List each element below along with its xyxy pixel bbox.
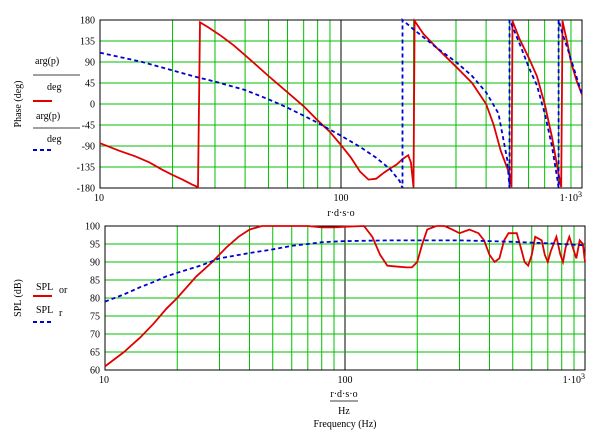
legend-expr: SPL — [36, 282, 53, 293]
y-tick-label: 100 — [85, 222, 100, 233]
series-line-measured — [104, 225, 586, 368]
y-tick-label: -135 — [77, 163, 95, 174]
x-axis-expression-numerator: r·d·s·o — [330, 389, 357, 400]
y-tick-label: 90 — [90, 258, 100, 269]
x-axis-label: Frequency (Hz) — [313, 419, 376, 430]
y-tick-label: -45 — [82, 121, 95, 132]
x-axis-expression-top: r·d·s·o — [327, 208, 354, 219]
y-axis-label: Phase (deg) — [13, 81, 24, 128]
x-tick-exponent: 3 — [581, 372, 585, 381]
x-tick-label: 10 — [94, 193, 104, 204]
x-tick-label: 1·103 — [563, 372, 585, 386]
y-axis-label: SPL (dB) — [13, 279, 24, 317]
y-tick-label: 60 — [90, 366, 100, 377]
legend-denominator: deg — [47, 134, 61, 145]
x-tick-label: 100 — [338, 375, 353, 386]
x-axis-expression-denominator: Hz — [338, 406, 350, 417]
plot-frame — [99, 19, 583, 189]
legend-expr: SPL — [36, 305, 53, 316]
y-tick-label: 95 — [90, 240, 100, 251]
y-tick-label: 65 — [90, 348, 100, 359]
y-tick-label: 90 — [85, 58, 95, 69]
y-tick-label: 135 — [80, 37, 95, 48]
x-tick-label: 1·103 — [560, 190, 582, 204]
legend-subscript: or — [59, 285, 68, 296]
x-tick-label: 10 — [99, 375, 109, 386]
x-tick-exponent: 3 — [578, 190, 582, 199]
y-tick-label: -180 — [77, 184, 95, 195]
y-tick-label: 75 — [90, 312, 100, 323]
legend-expr: arg(p) — [36, 111, 60, 122]
x-tick-label: 100 — [334, 193, 349, 204]
bottom-plot-series — [104, 225, 586, 368]
bottom-plot-grid — [104, 225, 586, 371]
series-line-model — [104, 239, 586, 303]
top-plot-series — [99, 18, 583, 189]
legend-denominator: deg — [47, 82, 61, 93]
y-tick-label: 0 — [90, 100, 95, 111]
y-tick-label: 80 — [90, 294, 100, 305]
legend-expr: arg(p) — [35, 56, 59, 67]
series-line-model — [99, 18, 583, 189]
y-tick-label: 45 — [85, 79, 95, 90]
y-tick-label: 180 — [80, 16, 95, 27]
y-tick-label: 70 — [90, 330, 100, 341]
y-tick-label: 85 — [90, 276, 100, 287]
y-tick-label: -90 — [82, 142, 95, 153]
series-line-measured — [99, 18, 583, 189]
legend-subscript: r — [59, 308, 63, 319]
